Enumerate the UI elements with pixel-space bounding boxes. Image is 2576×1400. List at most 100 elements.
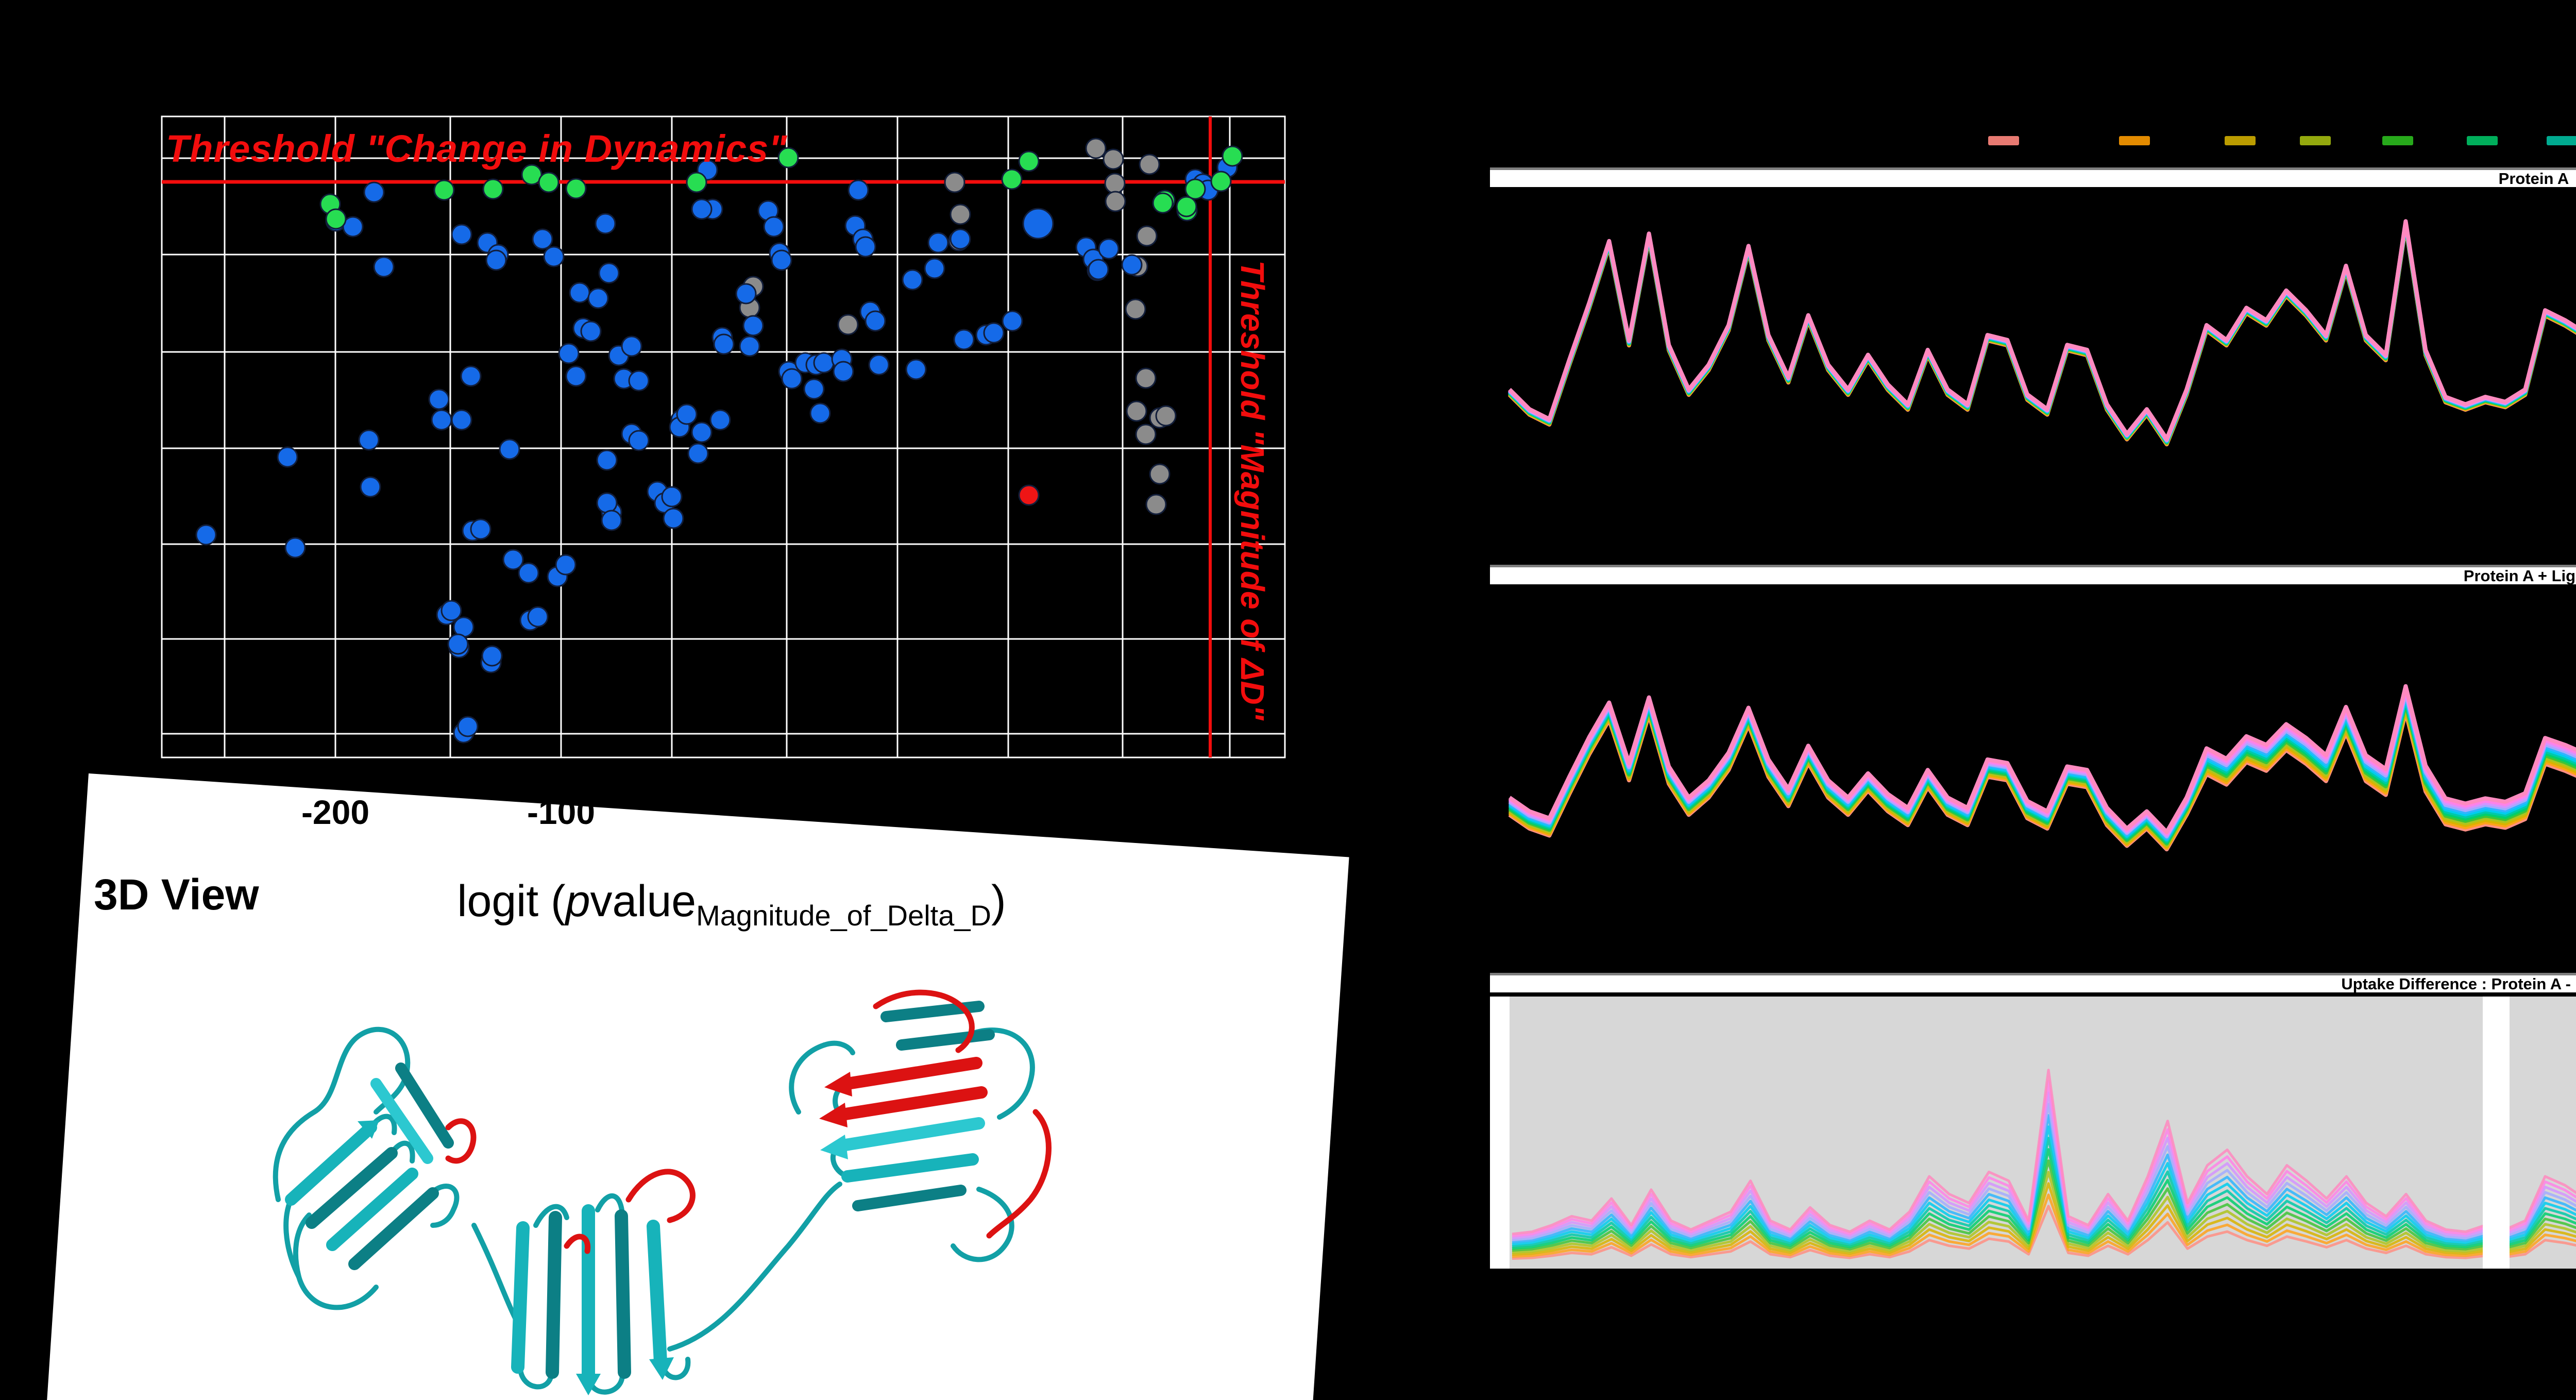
scatter-point-green[interactable] bbox=[325, 208, 347, 230]
scatter-point-blue[interactable] bbox=[1002, 310, 1023, 332]
scatter-point-blue[interactable] bbox=[460, 365, 482, 387]
scatter-point-blue[interactable] bbox=[709, 409, 731, 431]
scatter-point-green[interactable] bbox=[1222, 145, 1243, 167]
scatter-point-blue[interactable] bbox=[451, 224, 472, 245]
scatter-point-green[interactable] bbox=[521, 164, 543, 185]
scatter-point-blue[interactable] bbox=[855, 236, 876, 258]
scatter-point-blue[interactable] bbox=[447, 633, 469, 655]
uptake-line-series-6-chart-3[interactable] bbox=[1512, 1148, 2576, 1250]
scatter-point-blue[interactable] bbox=[691, 198, 713, 220]
scatter-point-blue[interactable] bbox=[363, 181, 385, 203]
scatter-point-blue[interactable] bbox=[595, 213, 616, 234]
scatter-point-green[interactable] bbox=[565, 178, 587, 199]
scatter-point-blue[interactable] bbox=[527, 606, 549, 628]
scatter-point-blue[interactable] bbox=[555, 554, 577, 576]
scatter-point-blue[interactable] bbox=[781, 368, 803, 390]
scatter-point-blue[interactable] bbox=[742, 315, 764, 336]
scatter-point-blue[interactable] bbox=[661, 486, 683, 508]
scatter-point-gray[interactable] bbox=[1105, 191, 1126, 212]
uptake-line-series-10-chart-3[interactable] bbox=[1512, 1103, 2576, 1242]
scatter-point-red[interactable] bbox=[1018, 484, 1040, 506]
scatter-point-blue[interactable] bbox=[771, 249, 792, 271]
scatter-point-blue[interactable] bbox=[277, 446, 298, 468]
scatter-point-blue[interactable] bbox=[518, 562, 539, 584]
protein-3d-viewport[interactable] bbox=[206, 957, 1113, 1400]
scatter-point-green[interactable] bbox=[686, 172, 707, 193]
scatter-point-blue[interactable] bbox=[628, 430, 650, 451]
uptake-line-series-4-chart-3[interactable] bbox=[1512, 1171, 2576, 1254]
legend-swatch-timepoint-4[interactable] bbox=[2300, 136, 2331, 145]
scatter-point-gray[interactable] bbox=[950, 204, 971, 225]
uptake-line-series-13-chart-1[interactable] bbox=[1508, 216, 2576, 441]
scatter-point-blue[interactable] bbox=[596, 449, 618, 471]
scatter-point-blue[interactable] bbox=[1098, 238, 1120, 260]
scatter-point-blue-large[interactable] bbox=[1022, 208, 1054, 240]
scatter-point-blue[interactable] bbox=[865, 310, 886, 332]
scatter-point-blue[interactable] bbox=[803, 378, 825, 400]
scatter-point-gray[interactable] bbox=[1135, 424, 1157, 445]
scatter-point-blue[interactable] bbox=[868, 354, 890, 376]
scatter-point-blue[interactable] bbox=[663, 508, 684, 529]
scatter-point-green[interactable] bbox=[777, 147, 799, 168]
scatter-point-green[interactable] bbox=[538, 172, 560, 193]
scatter-point-gray[interactable] bbox=[1104, 173, 1126, 194]
scatter-point-blue[interactable] bbox=[983, 322, 1005, 344]
scatter-point-blue[interactable] bbox=[451, 409, 472, 431]
scatter-point-blue[interactable] bbox=[902, 269, 923, 291]
uptake-line-series-5-chart-3[interactable] bbox=[1512, 1159, 2576, 1252]
scatter-point-gray[interactable] bbox=[1103, 148, 1124, 170]
scatter-point-gray[interactable] bbox=[1155, 405, 1177, 427]
scatter-point-blue[interactable] bbox=[580, 321, 602, 342]
scatter-point-green[interactable] bbox=[433, 179, 455, 201]
scatter-point-blue[interactable] bbox=[924, 258, 945, 279]
scatter-point-blue[interactable] bbox=[470, 518, 492, 540]
scatter-point-blue[interactable] bbox=[1121, 254, 1143, 276]
scatter-point-blue[interactable] bbox=[833, 361, 854, 382]
legend-swatch-timepoint-6[interactable] bbox=[2467, 136, 2498, 145]
scatter-point-gray[interactable] bbox=[1139, 154, 1160, 175]
scatter-point-blue[interactable] bbox=[532, 228, 553, 250]
scatter-point-green[interactable] bbox=[1152, 192, 1174, 214]
scatter-point-green[interactable] bbox=[1001, 168, 1023, 190]
scatter-point-green[interactable] bbox=[1176, 196, 1197, 217]
legend-swatch-timepoint-7[interactable] bbox=[2547, 136, 2576, 145]
scatter-point-blue[interactable] bbox=[713, 333, 735, 355]
scatter-point-blue[interactable] bbox=[558, 343, 580, 364]
scatter-point-gray[interactable] bbox=[1135, 367, 1157, 389]
scatter-point-blue[interactable] bbox=[195, 524, 217, 546]
scatter-point-blue[interactable] bbox=[950, 228, 971, 250]
uptake-line-series-8-chart-3[interactable] bbox=[1512, 1125, 2576, 1246]
scatter-point-blue[interactable] bbox=[431, 409, 452, 431]
uptake-line-series-9-chart-3[interactable] bbox=[1512, 1114, 2576, 1244]
scatter-point-gray[interactable] bbox=[1136, 225, 1158, 247]
scatter-point-blue[interactable] bbox=[687, 443, 709, 464]
legend-swatch-timepoint-1[interactable] bbox=[1988, 136, 2019, 145]
uptake-line-series-3-chart-3[interactable] bbox=[1512, 1182, 2576, 1256]
uptake-line-series-13-chart-2[interactable] bbox=[1508, 681, 2576, 834]
scatter-point-blue[interactable] bbox=[809, 402, 831, 424]
scatter-point-blue[interactable] bbox=[905, 359, 927, 380]
uptake-line-series-13-chart-3[interactable] bbox=[1512, 1069, 2576, 1237]
scatter-point-blue[interactable] bbox=[953, 329, 975, 350]
scatter-point-gray[interactable] bbox=[1125, 298, 1146, 320]
scatter-point-blue[interactable] bbox=[284, 537, 306, 559]
scatter-point-green[interactable] bbox=[1210, 171, 1232, 192]
scatter-point-blue[interactable] bbox=[601, 510, 622, 531]
scatter-point-blue[interactable] bbox=[927, 232, 949, 254]
scatter-point-blue[interactable] bbox=[499, 438, 520, 460]
scatter-point-blue[interactable] bbox=[543, 246, 565, 267]
scatter-point-gray[interactable] bbox=[1126, 400, 1147, 422]
scatter-point-gray[interactable] bbox=[1149, 463, 1171, 485]
scatter-point-green[interactable] bbox=[1018, 150, 1040, 172]
scatter-point-blue[interactable] bbox=[628, 370, 650, 392]
legend-swatch-timepoint-3[interactable] bbox=[2225, 136, 2256, 145]
scatter-point-blue[interactable] bbox=[691, 421, 713, 443]
scatter-point-gray[interactable] bbox=[944, 172, 965, 193]
scatter-point-blue[interactable] bbox=[735, 283, 757, 305]
scatter-point-green[interactable] bbox=[482, 178, 504, 200]
scatter-point-blue[interactable] bbox=[373, 256, 395, 278]
uptake-line-series-12-chart-3[interactable] bbox=[1512, 1080, 2576, 1238]
scatter-point-blue[interactable] bbox=[813, 352, 835, 374]
scatter-point-gray[interactable] bbox=[1145, 494, 1167, 515]
uptake-line-series-7-chart-3[interactable] bbox=[1512, 1137, 2576, 1248]
